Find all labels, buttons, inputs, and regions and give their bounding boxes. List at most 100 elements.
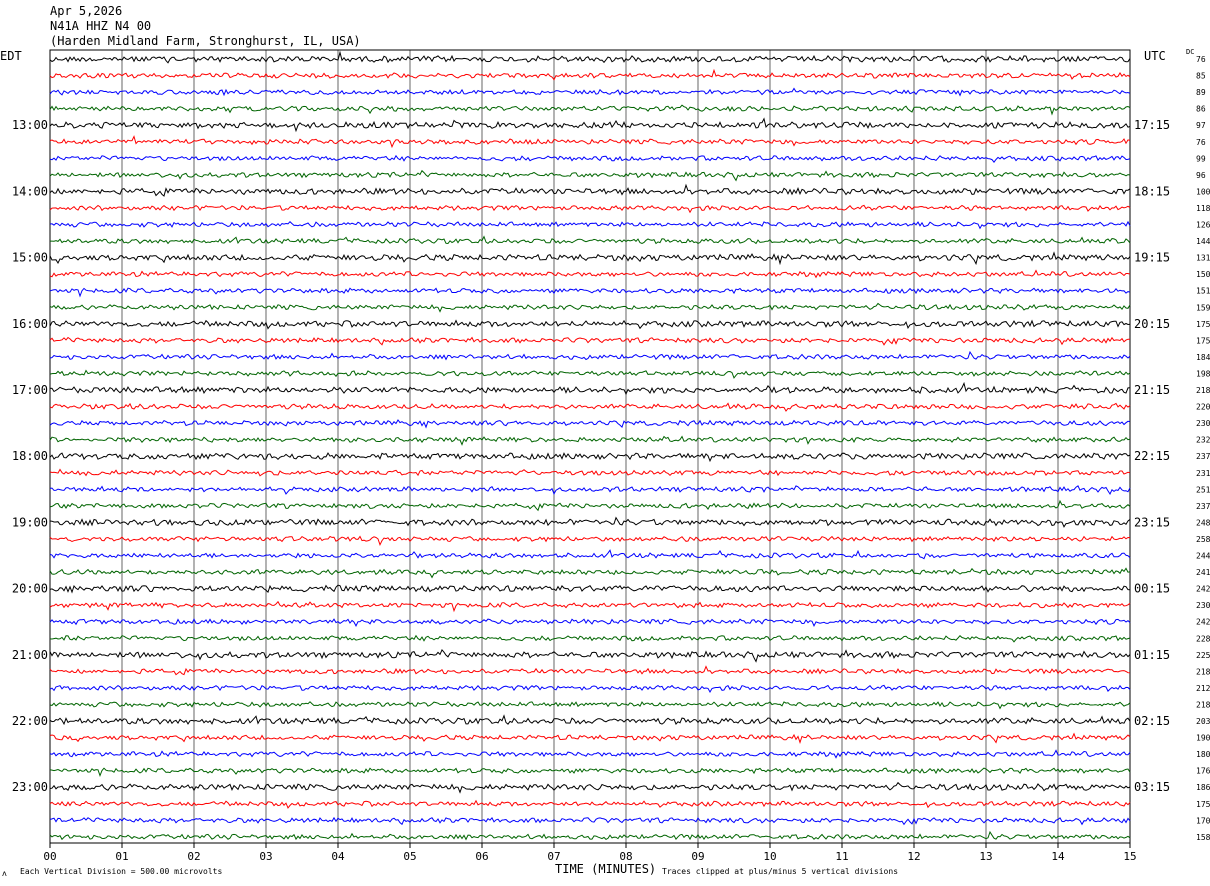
x-tick-label: 00 <box>43 850 56 863</box>
dc-offset-label: 242 <box>1196 585 1210 594</box>
dc-offset-label: 218 <box>1196 667 1210 676</box>
dc-offset-label: 225 <box>1196 651 1210 660</box>
trace-line <box>49 830 1131 841</box>
x-tick-label: 08 <box>619 850 632 863</box>
dc-offset-label: 97 <box>1196 121 1206 130</box>
trace-line <box>50 235 1131 245</box>
x-tick-label: 12 <box>907 850 920 863</box>
edt-hour-label: 17:00 <box>12 383 48 397</box>
dc-offset-label: 241 <box>1196 568 1210 577</box>
x-tick-label: 03 <box>259 850 272 863</box>
utc-hour-label: 02:15 <box>1134 714 1170 728</box>
plot-date: Apr 5,2026 <box>50 4 123 18</box>
trace-line <box>49 220 1131 230</box>
trace-line <box>49 50 1131 64</box>
dc-offset-label: 242 <box>1196 618 1210 627</box>
dc-offset-label: 198 <box>1196 369 1210 378</box>
trace-line <box>49 204 1131 214</box>
x-tick-label: 06 <box>475 850 488 863</box>
edt-hour-label: 19:00 <box>12 515 48 529</box>
dc-offset-label: 180 <box>1196 750 1210 759</box>
dc-label: DC <box>1186 48 1195 56</box>
dc-offset-label: 159 <box>1196 303 1210 312</box>
edt-hour-label: 18:00 <box>12 449 48 463</box>
x-tick-label: 05 <box>403 850 416 863</box>
dc-offset-label: 186 <box>1196 783 1210 792</box>
trace-line <box>49 68 1131 81</box>
x-tick-label: 15 <box>1123 850 1136 863</box>
trace-line <box>49 781 1131 794</box>
utc-hour-label: 23:15 <box>1134 515 1170 529</box>
trace-line <box>49 485 1131 496</box>
trace-line <box>49 600 1131 613</box>
dc-offset-label: 144 <box>1196 237 1210 246</box>
dc-offset-label: 175 <box>1196 336 1210 345</box>
dc-offset-label: 76 <box>1196 138 1206 147</box>
trace-line <box>49 749 1131 759</box>
dc-offset-label: 158 <box>1196 833 1210 842</box>
dc-offset-label: 237 <box>1196 502 1210 511</box>
trace-line <box>49 618 1131 628</box>
x-tick-label: 13 <box>979 850 992 863</box>
edt-hour-label: 20:00 <box>12 582 48 596</box>
trace-line <box>49 183 1131 197</box>
dc-offset-label: 230 <box>1196 601 1210 610</box>
dc-offset-label: 190 <box>1196 734 1210 743</box>
right-timezone: UTC <box>1144 49 1166 63</box>
dc-offset-label: 212 <box>1196 684 1210 693</box>
trace-line <box>49 684 1131 694</box>
trace-line <box>49 535 1131 547</box>
scale-note: Each Vertical Division = 500.00 microvol… <box>20 867 223 876</box>
trace-line <box>49 732 1131 744</box>
dc-offset-label: 89 <box>1196 88 1206 97</box>
utc-hour-label: 19:15 <box>1134 251 1170 265</box>
dc-offset-label: 100 <box>1196 187 1210 196</box>
trace-line <box>49 567 1131 579</box>
dc-offset-label: 126 <box>1196 221 1210 230</box>
trace-line <box>49 87 1131 97</box>
trace-line <box>49 402 1131 412</box>
clip-note: Traces clipped at plus/minus 5 vertical … <box>662 867 899 876</box>
dc-offset-label: 85 <box>1196 72 1206 81</box>
dc-offset-label: 99 <box>1196 154 1206 163</box>
dc-offset-label: 96 <box>1196 171 1206 180</box>
trace-line <box>49 251 1131 266</box>
x-tick-label: 11 <box>835 850 848 863</box>
dc-offset-label: 176 <box>1196 767 1210 776</box>
trace-line <box>49 665 1131 676</box>
trace-line <box>49 104 1131 116</box>
utc-hour-label: 18:15 <box>1134 184 1170 198</box>
edt-hour-label: 22:00 <box>12 714 48 728</box>
trace-line <box>49 799 1131 809</box>
trace-line <box>49 549 1131 560</box>
trace-line <box>49 452 1131 463</box>
trace-line <box>49 767 1131 778</box>
dc-offset-label: 251 <box>1196 485 1210 494</box>
x-tick-label: 04 <box>331 850 345 863</box>
trace-line <box>49 302 1131 313</box>
x-tick-label: 14 <box>1051 850 1065 863</box>
x-tick-label: 02 <box>187 850 200 863</box>
dc-offset-label: 151 <box>1196 287 1210 296</box>
utc-hour-label: 00:15 <box>1134 582 1170 596</box>
dc-offset-label: 218 <box>1196 700 1210 709</box>
dc-offset-label: 118 <box>1196 204 1210 213</box>
trace-line <box>49 584 1131 594</box>
trace-line <box>49 516 1131 528</box>
trace-line <box>49 816 1131 826</box>
x-tick-label: 07 <box>547 850 560 863</box>
trace-line <box>49 499 1131 512</box>
dc-offset-label: 218 <box>1196 386 1210 395</box>
dc-offset-label: 150 <box>1196 270 1210 279</box>
utc-hour-label: 03:15 <box>1134 780 1170 794</box>
dc-offset-label: 203 <box>1196 717 1210 726</box>
edt-hour-label: 21:00 <box>12 648 48 662</box>
dc-offset-label: 184 <box>1196 353 1210 362</box>
station-location: (Harden Midland Farm, Stronghurst, IL, U… <box>50 34 361 48</box>
trace-line <box>49 714 1131 726</box>
dc-offset-label: 220 <box>1196 403 1210 412</box>
utc-hour-label: 22:15 <box>1134 449 1170 463</box>
x-tick-label: 09 <box>691 850 704 863</box>
plot-frame <box>49 49 1131 844</box>
